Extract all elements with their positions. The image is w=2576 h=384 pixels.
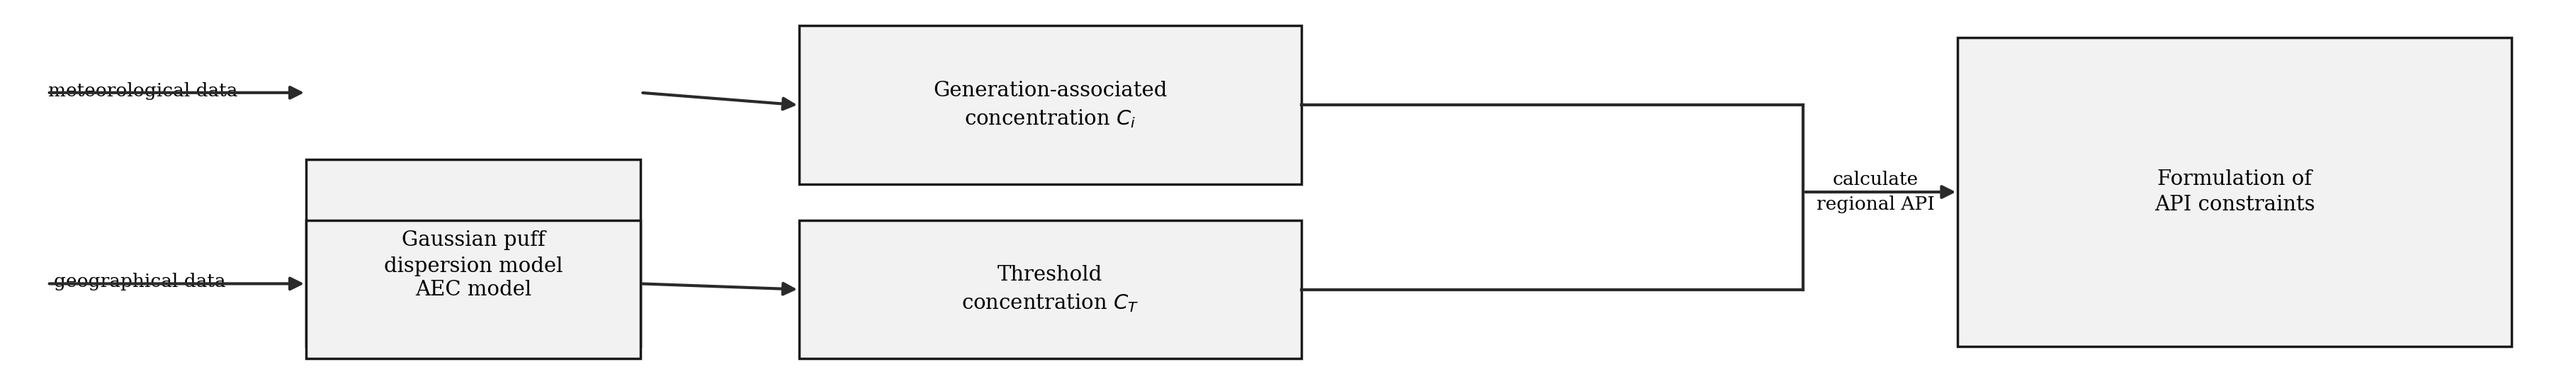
Text: Generation-associated
concentration $C_i$: Generation-associated concentration $C_i… xyxy=(933,81,1167,129)
FancyBboxPatch shape xyxy=(307,221,641,358)
Text: meteorological data: meteorological data xyxy=(49,82,237,99)
Text: AEC model: AEC model xyxy=(415,280,531,300)
Text: Threshold
concentration $C_T$: Threshold concentration $C_T$ xyxy=(961,265,1139,314)
FancyBboxPatch shape xyxy=(1958,37,2512,347)
FancyBboxPatch shape xyxy=(799,221,1301,358)
Text: Formulation of
API constraints: Formulation of API constraints xyxy=(2154,169,2313,215)
FancyBboxPatch shape xyxy=(799,26,1301,184)
Text: geographical data: geographical data xyxy=(54,273,227,291)
Text: calculate
regional API: calculate regional API xyxy=(1816,171,1935,213)
Text: Gaussian puff
dispersion model: Gaussian puff dispersion model xyxy=(384,230,562,276)
FancyBboxPatch shape xyxy=(307,159,641,347)
